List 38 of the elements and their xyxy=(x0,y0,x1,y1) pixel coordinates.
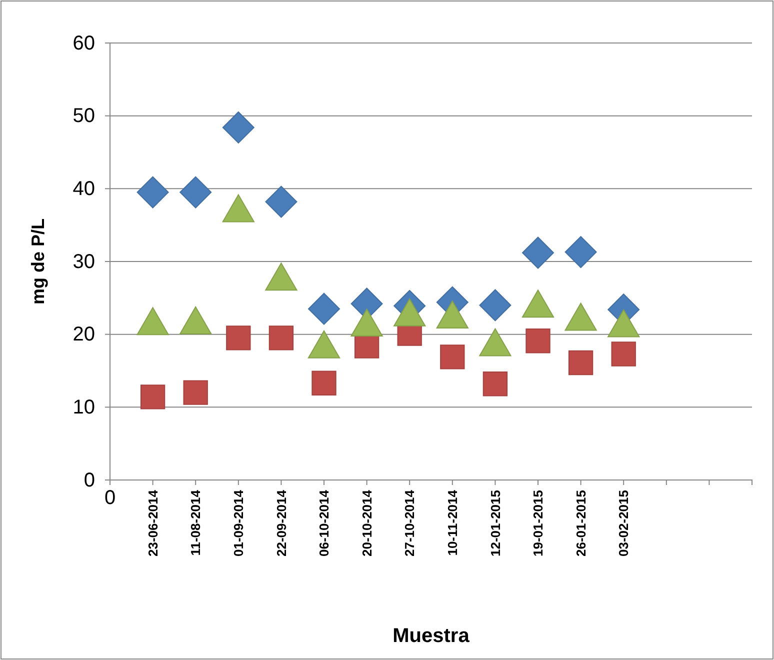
x-tick-label: 06-10-2014 xyxy=(316,489,332,556)
x-tick-label: 10-11-2014 xyxy=(444,489,460,556)
point xyxy=(180,176,212,208)
point xyxy=(522,236,554,269)
y-tick-label: 10 xyxy=(72,396,95,419)
point xyxy=(268,326,294,350)
point xyxy=(140,384,166,410)
point xyxy=(308,292,340,325)
y-tick-label: 60 xyxy=(72,32,95,54)
point xyxy=(611,342,636,366)
x-tick-label: 11-08-2014 xyxy=(188,489,204,556)
x-tick-label: 12-01-2015 xyxy=(488,490,503,556)
point xyxy=(482,372,508,396)
x-tick-label: 03-02-2015 xyxy=(616,490,632,556)
x-tick-label: 22-09-2014 xyxy=(274,489,289,556)
x-tick-label: 20-10-2014 xyxy=(359,489,374,556)
y-axis-title: mg de P/L xyxy=(28,218,48,305)
y-tick-label: 40 xyxy=(72,178,95,200)
point xyxy=(564,236,597,268)
point xyxy=(568,350,594,376)
y-tick-label: 20 xyxy=(72,324,95,346)
point xyxy=(183,380,208,405)
point xyxy=(479,289,512,322)
point xyxy=(265,186,298,218)
x-tick-label: 19-01-2015 xyxy=(530,490,546,556)
point xyxy=(136,176,169,208)
y-tick-label: 30 xyxy=(72,250,95,273)
point xyxy=(222,111,254,144)
point xyxy=(226,326,251,350)
y-tick-label: 50 xyxy=(72,105,95,128)
point xyxy=(440,344,465,370)
x-tick-label: 26-01-2015 xyxy=(573,490,588,556)
x-tick-label: 27-10-2014 xyxy=(402,489,418,556)
x-tick-label: 23-06-2014 xyxy=(145,489,160,556)
x-tick-label: 01-09-2014 xyxy=(230,489,246,556)
x-axis-title: Muestra xyxy=(392,625,470,647)
point xyxy=(526,328,550,354)
point xyxy=(312,370,336,396)
